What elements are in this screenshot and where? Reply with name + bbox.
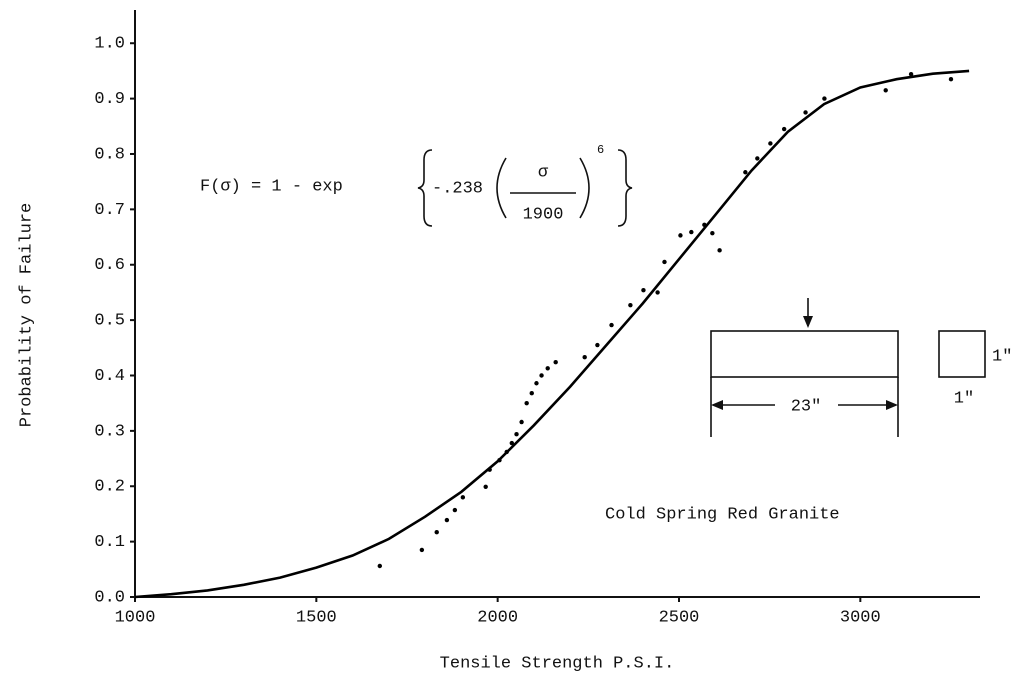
brace	[417, 149, 433, 227]
data-point	[460, 495, 466, 500]
formula-numerator: σ	[538, 163, 549, 182]
data-point	[768, 141, 773, 146]
data-point	[434, 530, 439, 535]
fit-curve	[134, 69, 970, 599]
data-point	[689, 229, 694, 235]
x-axis-label: Tensile Strength P.S.I.	[440, 654, 675, 673]
data-point	[883, 88, 888, 93]
y-tick-label: 0.1	[94, 533, 125, 552]
data-point	[519, 419, 524, 425]
data-point	[529, 391, 534, 396]
data-point	[419, 547, 425, 553]
arrow-head	[803, 316, 813, 328]
data-point	[743, 170, 748, 175]
beam	[710, 330, 899, 378]
data-point	[553, 360, 558, 365]
arrow-head	[886, 400, 898, 410]
data-point	[717, 248, 722, 253]
data-point	[483, 484, 488, 489]
y-tick-label: 0.6	[94, 256, 125, 275]
data-point	[662, 259, 667, 265]
x-tick-label: 3000	[840, 608, 881, 627]
data-point	[655, 290, 660, 295]
y-tick-label: 0.7	[94, 201, 125, 220]
y-tick-label: 0.0	[94, 588, 125, 607]
y-tick-label: 0.9	[94, 90, 125, 109]
data-point	[509, 440, 515, 446]
data-point	[534, 381, 539, 386]
data-point	[628, 302, 633, 308]
section-height: 1"	[992, 347, 1012, 366]
formula-denominator: 1900	[523, 205, 564, 224]
y-axis-label: Probability of Failure	[17, 203, 36, 427]
formula-lhs: F(σ) = 1 - exp	[200, 177, 343, 196]
data-point	[908, 72, 914, 77]
data-point	[822, 96, 827, 101]
data-point	[948, 77, 954, 82]
paren	[579, 157, 590, 219]
formula-coef: -.238	[432, 179, 483, 198]
y-tick-label: 0.2	[94, 478, 125, 497]
chart-label: Cold Spring Red Granite	[605, 505, 840, 524]
data-point	[582, 355, 587, 360]
data-point	[609, 322, 614, 328]
data-point	[803, 110, 808, 115]
data-point	[710, 230, 715, 236]
data-point	[444, 517, 450, 523]
arrow-head	[711, 400, 723, 410]
data-point	[545, 366, 550, 371]
y-tick-label: 0.5	[94, 312, 125, 331]
y-tick-label: 1.0	[94, 35, 125, 54]
data-point	[524, 400, 529, 406]
data-point	[452, 507, 458, 513]
x-tick-label: 1500	[296, 608, 337, 627]
y-tick-label: 0.4	[94, 367, 125, 386]
data-point	[755, 156, 760, 161]
x-tick-label: 1000	[115, 608, 156, 627]
data-point	[781, 126, 787, 132]
x-tick-label: 2500	[659, 608, 700, 627]
data-point	[514, 431, 519, 437]
brace	[617, 149, 633, 227]
data-point	[377, 563, 382, 569]
y-tick-label: 0.8	[94, 145, 125, 164]
formula-exponent: 6	[597, 143, 604, 157]
paren	[496, 157, 507, 219]
y-tick-label: 0.3	[94, 422, 125, 441]
data-point	[641, 288, 646, 293]
beam-length: 23"	[791, 397, 822, 416]
section-width: 1"	[954, 389, 974, 408]
cross-section	[938, 330, 986, 378]
x-tick-label: 2000	[477, 608, 518, 627]
data-point	[595, 342, 600, 348]
data-point	[678, 233, 683, 238]
data-point	[539, 373, 544, 378]
